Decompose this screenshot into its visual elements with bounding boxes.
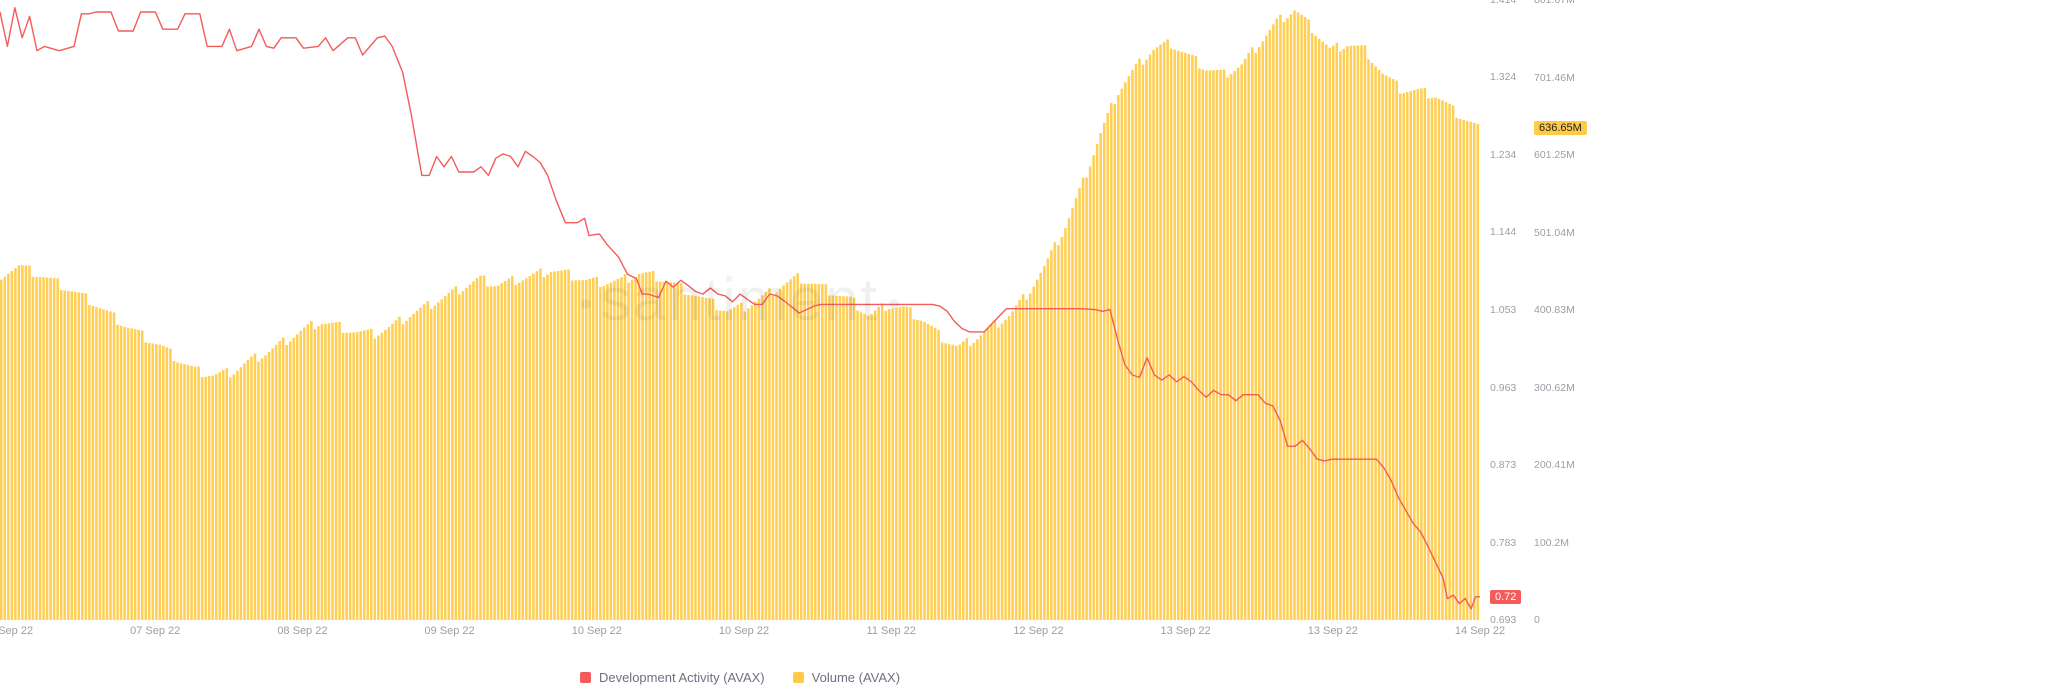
x-tick: 10 Sep 22: [719, 625, 769, 637]
y-tick-left: 1.144: [1490, 226, 1516, 238]
y-tick-left: 0.873: [1490, 459, 1516, 471]
x-tick: 08 Sep 22: [277, 625, 327, 637]
y-axis-left: 1.414 1.324 1.234 1.144 1.053 0.963 0.873 0.783…: [1490, 0, 1530, 620]
legend-swatch-dev-activity: [580, 672, 591, 683]
plot-svg: [0, 0, 1480, 620]
legend-item-dev-activity[interactable]: Development Activity (AVAX): [580, 670, 765, 685]
y-tick-right: 100.2M: [1534, 537, 1569, 549]
legend-swatch-volume: [793, 672, 804, 683]
x-tick: 09 Sep 22: [425, 625, 475, 637]
x-tick: 07 Sep 22: [0, 625, 33, 637]
plot-area[interactable]: santiment: [0, 0, 1480, 620]
y-tick-right: 300.62M: [1534, 382, 1575, 394]
y-tick-left: 1.053: [1490, 304, 1516, 316]
badge-right-label: 636.65M: [1539, 122, 1582, 134]
current-volume-badge: 636.65M: [1534, 121, 1587, 135]
legend-item-volume[interactable]: Volume (AVAX): [793, 670, 900, 685]
y-axis-right: 801.67M 701.46M 601.25M 501.04M 400.83M 300.6…: [1534, 0, 1594, 620]
y-tick-left: 0.783: [1490, 537, 1516, 549]
y-tick-left: 1.414: [1490, 0, 1516, 6]
badge-left-label: 0.72: [1495, 591, 1516, 603]
x-axis: 07 Sep 22 07 Sep 22 08 Sep 22 09 Sep 22 10 S…: [0, 625, 1480, 645]
y-tick-left: 1.324: [1490, 71, 1516, 83]
y-tick-left: 0.963: [1490, 382, 1516, 394]
y-tick-right: 801.67M: [1534, 0, 1575, 6]
legend: Development Activity (AVAX) Volume (AVAX…: [0, 665, 1480, 689]
x-tick: 07 Sep 22: [130, 625, 180, 637]
y-tick-right: 501.04M: [1534, 227, 1575, 239]
current-dev-activity-badge: 0.72: [1490, 590, 1521, 604]
x-tick: 14 Sep 22: [1455, 625, 1505, 637]
x-tick: 12 Sep 22: [1013, 625, 1063, 637]
chart-wrapper: santiment 1.414 1.324 1.234 1.144 1.053 0.963…: [0, 0, 2048, 693]
y-tick-right: 601.25M: [1534, 149, 1575, 161]
y-tick-left: 1.234: [1490, 149, 1516, 161]
legend-label-volume: Volume (AVAX): [812, 670, 900, 685]
x-tick: 13 Sep 22: [1308, 625, 1358, 637]
x-tick: 13 Sep 22: [1161, 625, 1211, 637]
legend-label-dev-activity: Development Activity (AVAX): [599, 670, 765, 685]
y-tick-right: 701.46M: [1534, 72, 1575, 84]
x-tick: 11 Sep 22: [867, 625, 916, 637]
y-tick-right: 200.41M: [1534, 459, 1575, 471]
x-tick: 10 Sep 22: [572, 625, 622, 637]
y-tick-right: 0: [1534, 614, 1540, 626]
y-tick-right: 400.83M: [1534, 304, 1575, 316]
